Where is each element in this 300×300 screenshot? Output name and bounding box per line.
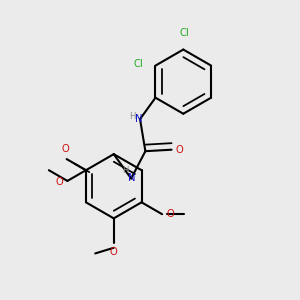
Text: O: O bbox=[56, 177, 63, 187]
Text: Cl: Cl bbox=[180, 28, 190, 38]
Text: Cl: Cl bbox=[133, 59, 143, 69]
Text: O: O bbox=[166, 209, 174, 219]
Text: N: N bbox=[134, 114, 142, 124]
Text: O: O bbox=[110, 248, 118, 257]
Text: N: N bbox=[128, 172, 136, 183]
Text: O: O bbox=[61, 144, 69, 154]
Text: H: H bbox=[129, 112, 136, 121]
Text: O: O bbox=[176, 145, 184, 155]
Text: H: H bbox=[123, 166, 129, 175]
